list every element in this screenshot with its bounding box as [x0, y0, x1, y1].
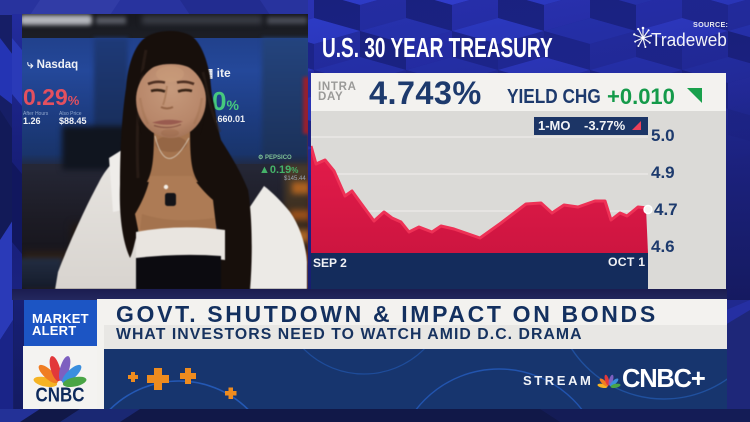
svg-text:CNBC: CNBC: [36, 385, 85, 407]
